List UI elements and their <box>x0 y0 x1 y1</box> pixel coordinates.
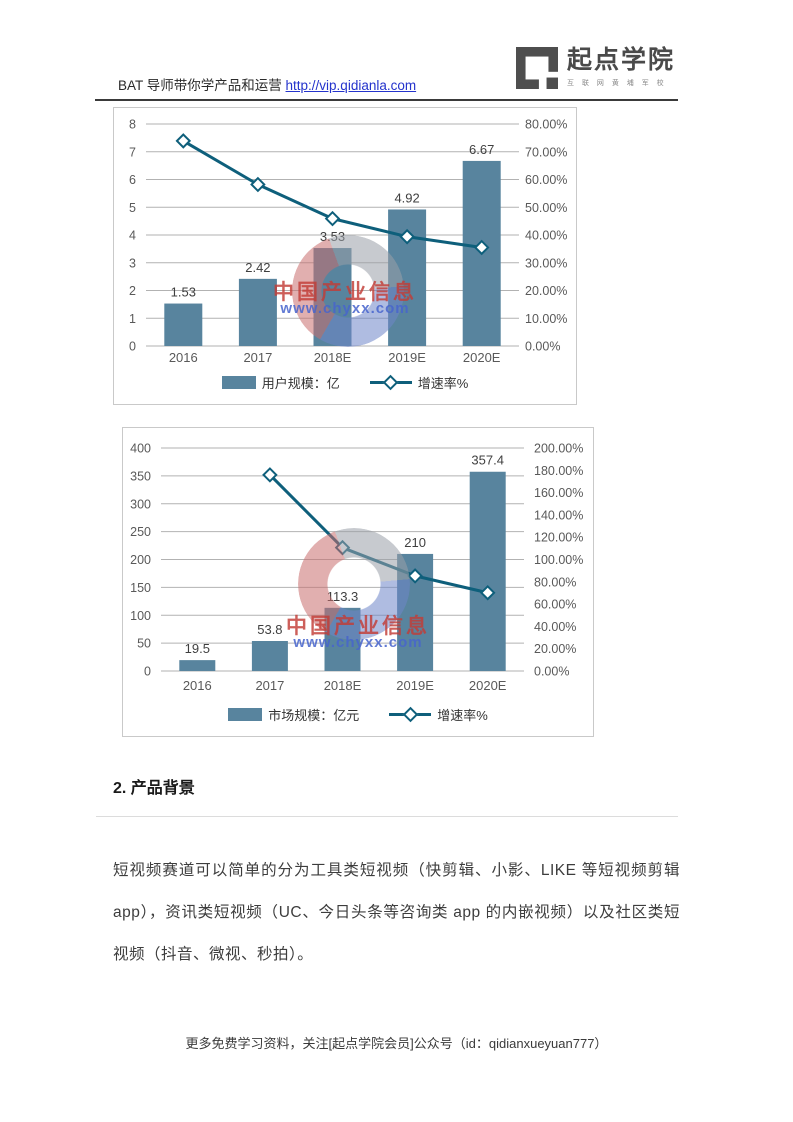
body-paragraph: 短视频赛道可以简单的分为工具类短视频（快剪辑、小影、LIKE 等短视频剪辑 ap… <box>113 861 680 963</box>
svg-text:2019E: 2019E <box>388 350 426 365</box>
users-chart-legend: 用户规模：亿 增速率% <box>114 373 576 392</box>
svg-text:357.4: 357.4 <box>471 453 504 468</box>
svg-text:19.5: 19.5 <box>185 641 210 656</box>
svg-text:10.00%: 10.00% <box>525 312 567 326</box>
svg-text:150: 150 <box>130 581 151 595</box>
svg-text:60.00%: 60.00% <box>534 598 576 612</box>
users-chart: 8 7 6 5 4 3 2 1 0 80.00% 70.00% 60.00% 50.00% 40.00% 3… <box>113 107 577 405</box>
svg-text:200: 200 <box>130 553 151 567</box>
legend-label-growth: 增速率% <box>417 376 469 391</box>
svg-text:350: 350 <box>130 469 151 483</box>
line-swatch-icon <box>389 706 432 723</box>
svg-text:160.00%: 160.00% <box>534 486 583 500</box>
qidian-logo-icon <box>516 47 558 89</box>
legend-item-line: 增速率% <box>369 373 469 392</box>
svg-text:5: 5 <box>129 201 136 215</box>
svg-text:2016: 2016 <box>183 678 212 693</box>
svg-text:7: 7 <box>129 145 136 159</box>
legend-label-growth: 增速率% <box>437 708 488 723</box>
svg-text:2016: 2016 <box>169 350 198 365</box>
svg-text:1: 1 <box>129 312 136 326</box>
svg-text:140.00%: 140.00% <box>534 508 583 522</box>
svg-text:0: 0 <box>144 665 151 679</box>
header-title: BAT 导师带你学产品和运营 <box>118 78 282 93</box>
header-divider <box>95 99 678 101</box>
svg-text:70.00%: 70.00% <box>525 145 567 159</box>
svg-text:6: 6 <box>129 173 136 187</box>
market-chart: 400 350 300 250 200 150 100 50 0 200.00% 180.00% 16… <box>122 427 594 737</box>
svg-text:1.53: 1.53 <box>171 285 196 300</box>
svg-text:50.00%: 50.00% <box>525 201 567 215</box>
svg-text:20.00%: 20.00% <box>525 284 567 298</box>
svg-text:40.00%: 40.00% <box>525 229 567 243</box>
svg-text:20.00%: 20.00% <box>534 642 576 656</box>
svg-text:2020E: 2020E <box>469 678 507 693</box>
bar-swatch-icon <box>221 376 256 389</box>
section-heading: 2. 产品背景 <box>113 780 195 797</box>
footer-note: 更多免费学习资料，关注[起点学院会员]公众号（id：qidianxueyuan7… <box>185 1036 608 1051</box>
header: BAT 导师带你学产品和运营 http://vip.qidianla.com <box>118 74 416 94</box>
header-link[interactable]: http://vip.qidianla.com <box>285 78 417 93</box>
logo-text-block: 起点学院 互 联 网 黄 埔 军 校 <box>567 46 676 88</box>
market-chart-legend: 市场规模：亿元 增速率% <box>123 705 593 724</box>
svg-text:100.00%: 100.00% <box>534 553 583 567</box>
svg-text:180.00%: 180.00% <box>534 464 583 478</box>
svg-text:4: 4 <box>129 229 136 243</box>
svg-text:3: 3 <box>129 256 136 270</box>
legend-item-bar: 市场规模：亿元 <box>228 705 359 724</box>
svg-text:80.00%: 80.00% <box>534 575 576 589</box>
svg-text:53.8: 53.8 <box>257 622 282 637</box>
svg-text:0.00%: 0.00% <box>525 340 560 354</box>
logo-name: 起点学院 <box>567 46 676 74</box>
svg-text:120.00%: 120.00% <box>534 531 583 545</box>
svg-text:200.00%: 200.00% <box>534 442 583 456</box>
svg-text:0.00%: 0.00% <box>534 665 569 679</box>
users-chart-canvas: 8 7 6 5 4 3 2 1 0 80.00% 70.00% 60.00% 50.00% 40.00% 3… <box>129 118 567 366</box>
svg-text:250: 250 <box>130 525 151 539</box>
svg-text:113.3: 113.3 <box>327 589 359 604</box>
legend-label-users: 用户规模：亿 <box>261 376 340 391</box>
logo: 起点学院 互 联 网 黄 埔 军 校 <box>516 46 676 89</box>
svg-text:300: 300 <box>130 497 151 511</box>
legend-label-market: 市场规模：亿元 <box>268 708 360 723</box>
svg-text:40.00%: 40.00% <box>534 620 576 634</box>
svg-text:50: 50 <box>137 637 151 651</box>
svg-text:400: 400 <box>130 442 151 456</box>
svg-text:0: 0 <box>129 340 136 354</box>
bar-swatch-icon <box>228 708 263 721</box>
svg-text:60.00%: 60.00% <box>525 173 567 187</box>
svg-text:8: 8 <box>129 118 136 132</box>
svg-text:4.92: 4.92 <box>394 190 419 205</box>
legend-item-bar: 用户规模：亿 <box>221 373 340 392</box>
svg-text:6.67: 6.67 <box>469 142 494 157</box>
logo-tagline: 互 联 网 黄 埔 军 校 <box>567 79 667 87</box>
svg-text:2018E: 2018E <box>314 350 352 365</box>
market-chart-canvas: 400 350 300 250 200 150 100 50 0 200.00% 180.00% 16… <box>130 442 583 694</box>
svg-text:30.00%: 30.00% <box>525 256 567 270</box>
svg-text:210: 210 <box>404 535 426 550</box>
svg-text:2.42: 2.42 <box>245 260 270 275</box>
svg-text:2018E: 2018E <box>324 678 362 693</box>
legend-item-line: 增速率% <box>389 705 488 724</box>
svg-text:2020E: 2020E <box>463 350 501 365</box>
section-divider <box>96 816 678 817</box>
svg-text:80.00%: 80.00% <box>525 118 567 132</box>
svg-text:2: 2 <box>129 284 136 298</box>
svg-text:2017: 2017 <box>255 678 284 693</box>
line-swatch-icon <box>369 374 412 391</box>
svg-text:2017: 2017 <box>243 350 272 365</box>
svg-text:3.53: 3.53 <box>320 229 345 244</box>
svg-text:100: 100 <box>130 609 151 623</box>
svg-text:2019E: 2019E <box>396 678 434 693</box>
